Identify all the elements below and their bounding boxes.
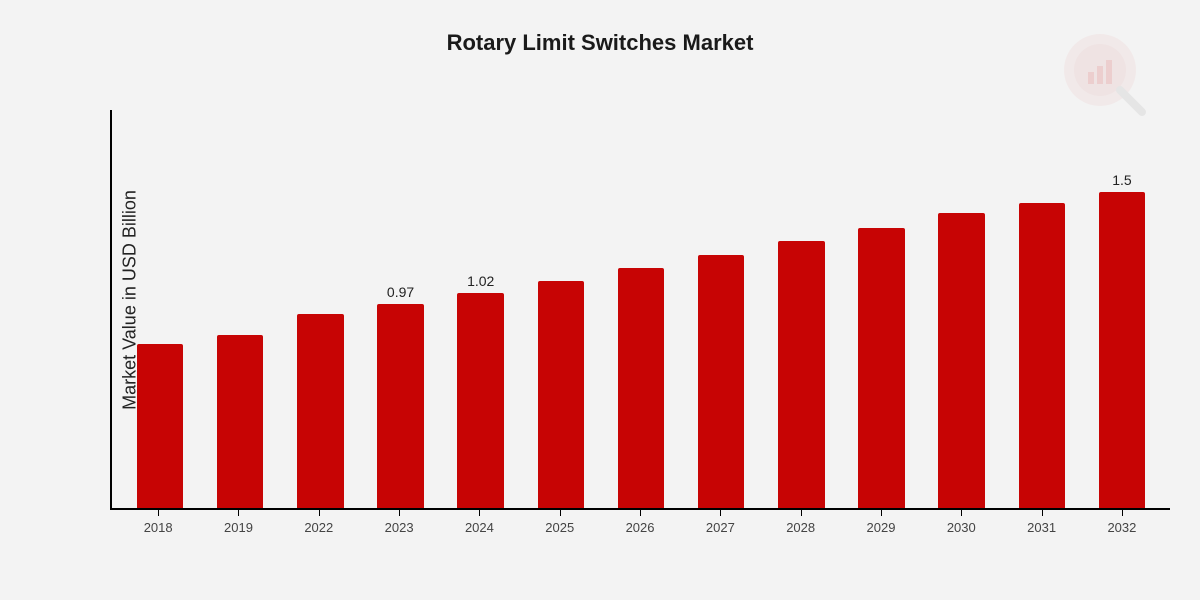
bar <box>778 241 824 508</box>
bar-slot <box>200 110 280 508</box>
x-tick-label: 2028 <box>761 510 841 540</box>
bar-value-label: 1.02 <box>441 273 521 289</box>
bar-slot <box>681 110 761 508</box>
bar <box>297 314 343 508</box>
bar-value-label: 0.97 <box>360 284 440 300</box>
bar <box>137 344 183 508</box>
x-tick-label: 2022 <box>279 510 359 540</box>
x-tick-label: 2025 <box>520 510 600 540</box>
bar-slot <box>521 110 601 508</box>
x-tick-label: 2023 <box>359 510 439 540</box>
bar <box>858 228 904 508</box>
bar <box>377 304 423 508</box>
x-tick-label: 2018 <box>118 510 198 540</box>
bar-slot <box>761 110 841 508</box>
x-tick-label: 2032 <box>1082 510 1162 540</box>
bar-slot: 1.5 <box>1082 110 1162 508</box>
bar-slot: 1.02 <box>441 110 521 508</box>
x-tick-label: 2019 <box>198 510 278 540</box>
x-tick-label: 2026 <box>600 510 680 540</box>
bar <box>618 268 664 508</box>
bar <box>938 213 984 508</box>
bar-slot <box>1002 110 1082 508</box>
x-axis: 2018201920222023202420252026202720282029… <box>110 510 1170 540</box>
x-tick-label: 2031 <box>1001 510 1081 540</box>
bar <box>457 293 503 508</box>
bar-slot <box>922 110 1002 508</box>
bar-slot <box>280 110 360 508</box>
bar-slot <box>601 110 681 508</box>
chart-title: Rotary Limit Switches Market <box>447 30 754 56</box>
x-tick-label: 2029 <box>841 510 921 540</box>
x-tick-label: 2030 <box>921 510 1001 540</box>
bar <box>1019 203 1065 508</box>
bar <box>1099 192 1145 508</box>
bar-value-label: 1.5 <box>1082 172 1162 188</box>
plot-area: 0.971.02 1.5 <box>110 110 1170 510</box>
bar-slot <box>841 110 921 508</box>
x-tick-label: 2024 <box>439 510 519 540</box>
bar <box>698 255 744 508</box>
x-tick-label: 2027 <box>680 510 760 540</box>
bar-slot <box>120 110 200 508</box>
bar <box>538 281 584 508</box>
bar <box>217 335 263 508</box>
chart-container: 0.971.02 1.5 2018201920222023202420252026… <box>80 110 1170 540</box>
bar-slot: 0.97 <box>360 110 440 508</box>
